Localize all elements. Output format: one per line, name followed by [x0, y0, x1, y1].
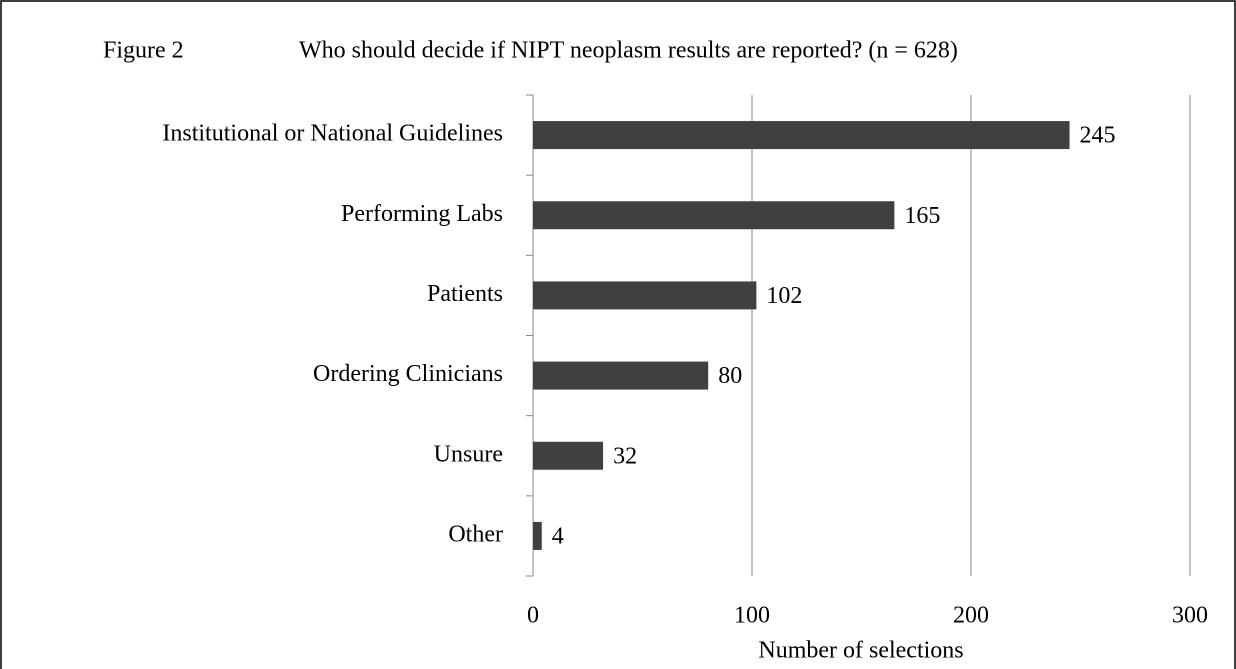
- x-tick-label: 300: [1172, 603, 1208, 629]
- chart-title: Who should decide if NIPT neoplasm resul…: [299, 38, 958, 64]
- y-tick-label: Performing Labs: [341, 201, 503, 227]
- bar: [533, 121, 1070, 150]
- value-label: 32: [613, 443, 637, 469]
- value-label: 245: [1080, 123, 1116, 149]
- bar: [533, 521, 542, 550]
- bar: [533, 361, 709, 390]
- value-label: 80: [718, 363, 742, 389]
- y-tick-label: Ordering Clinicians: [313, 361, 503, 387]
- figure-label: Figure 2: [103, 38, 184, 64]
- x-tick-label: 200: [953, 603, 989, 629]
- y-tick-label: Institutional or National Guidelines: [162, 121, 503, 147]
- bar: [533, 441, 604, 470]
- value-label: 102: [766, 283, 802, 309]
- value-label: 4: [552, 523, 564, 549]
- bar: [533, 281, 757, 310]
- y-tick-label: Patients: [427, 281, 503, 307]
- y-tick-label: Unsure: [434, 441, 503, 467]
- value-label: 165: [904, 203, 940, 229]
- y-tick-label: Other: [448, 521, 503, 547]
- x-tick-label: 100: [734, 603, 770, 629]
- x-tick-label: 0: [527, 603, 539, 629]
- bar: [533, 201, 895, 230]
- x-axis-title: Number of selections: [758, 638, 963, 664]
